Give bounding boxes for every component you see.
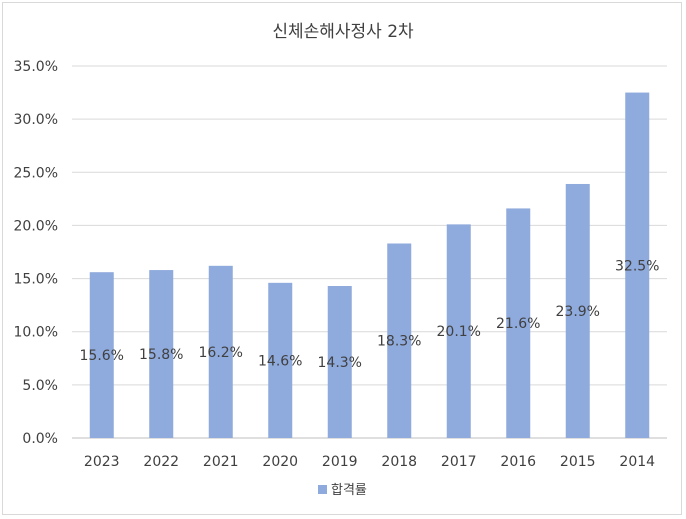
data-label: 21.6% bbox=[496, 316, 540, 332]
data-label: 20.1% bbox=[437, 324, 481, 340]
bar bbox=[506, 208, 531, 438]
x-tick-label: 2021 bbox=[203, 454, 239, 470]
data-label: 15.6% bbox=[80, 348, 124, 364]
bar bbox=[327, 286, 352, 438]
data-label: 23.9% bbox=[556, 304, 600, 320]
chart-title: 신체손해사정사 2차 bbox=[272, 22, 414, 42]
bar bbox=[268, 282, 293, 438]
bar bbox=[446, 224, 471, 438]
bar bbox=[625, 92, 650, 439]
bar bbox=[149, 270, 174, 438]
x-axis-tick-labels: 2023 2022 2021 2020 2019 2018 2017 2016 2015 2014 bbox=[84, 454, 655, 470]
y-tick-label: 25.0% bbox=[14, 165, 58, 181]
y-tick-label: 0.0% bbox=[22, 431, 58, 447]
y-tick-label: 30.0% bbox=[14, 112, 58, 128]
data-label: 18.3% bbox=[377, 334, 421, 350]
x-tick-label: 2017 bbox=[441, 454, 477, 470]
y-tick-label: 35.0% bbox=[14, 59, 58, 75]
data-label: 32.5% bbox=[615, 258, 659, 274]
legend: 합격률 bbox=[318, 483, 367, 498]
x-tick-label: 2018 bbox=[381, 454, 417, 470]
bar bbox=[565, 183, 590, 438]
x-tick-label: 2022 bbox=[143, 454, 179, 470]
data-labels: 15.6% 15.8% 16.2% 14.6% 14.3% 18.3% 20.1% 21.6%… bbox=[80, 258, 660, 371]
legend-swatch bbox=[318, 485, 327, 494]
bar bbox=[387, 243, 412, 438]
data-label: 14.6% bbox=[258, 353, 302, 369]
data-label: 16.2% bbox=[199, 345, 243, 361]
x-tick-label: 2019 bbox=[322, 454, 358, 470]
y-tick-label: 15.0% bbox=[14, 272, 58, 288]
x-tick-label: 2015 bbox=[560, 454, 596, 470]
x-tick-label: 2016 bbox=[500, 454, 536, 470]
y-tick-label: 10.0% bbox=[14, 325, 58, 341]
x-tick-label: 2020 bbox=[262, 454, 298, 470]
x-tick-label: 2023 bbox=[84, 454, 120, 470]
y-axis-tick-labels: 0.0% 5.0% 10.0% 15.0% 20.0% 25.0% 30.0% 35.0% bbox=[14, 59, 58, 447]
y-tick-label: 20.0% bbox=[14, 218, 58, 234]
bar bbox=[208, 265, 233, 438]
legend-label: 합격률 bbox=[331, 483, 367, 498]
y-tick-label: 5.0% bbox=[22, 378, 58, 394]
bar bbox=[89, 272, 114, 438]
bars bbox=[89, 92, 650, 439]
x-tick-label: 2014 bbox=[619, 454, 655, 470]
data-label: 15.8% bbox=[139, 347, 183, 363]
data-label: 14.3% bbox=[318, 355, 362, 371]
